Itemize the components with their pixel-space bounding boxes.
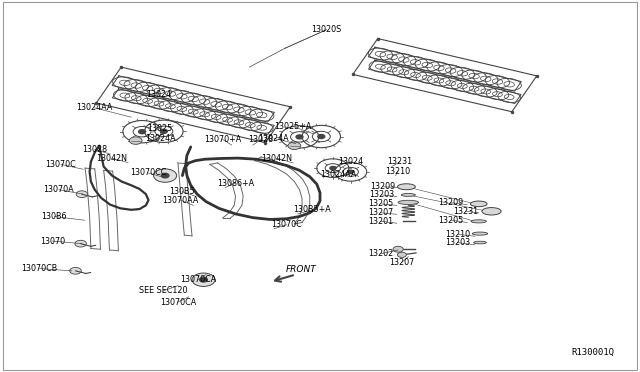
Ellipse shape [474, 241, 486, 244]
Circle shape [318, 135, 324, 138]
Circle shape [393, 246, 403, 252]
Text: 130B5: 130B5 [170, 187, 195, 196]
Circle shape [330, 166, 336, 170]
Text: 13042N: 13042N [97, 154, 127, 163]
Text: 13070CC: 13070CC [131, 169, 166, 177]
Text: 13203: 13203 [369, 190, 394, 199]
Text: 13201: 13201 [368, 217, 394, 226]
Circle shape [154, 169, 177, 182]
Text: 13231: 13231 [453, 207, 479, 216]
Text: 13028: 13028 [82, 145, 108, 154]
Text: 13028: 13028 [248, 135, 274, 144]
Text: 13207: 13207 [368, 208, 394, 217]
Ellipse shape [398, 200, 419, 205]
Circle shape [348, 170, 354, 173]
Text: 13024: 13024 [146, 90, 172, 99]
Circle shape [75, 240, 86, 247]
Ellipse shape [482, 208, 501, 215]
Text: 13205: 13205 [368, 199, 394, 208]
Ellipse shape [470, 201, 487, 207]
Text: 13070AA: 13070AA [163, 196, 198, 205]
Text: 13024AA: 13024AA [77, 103, 113, 112]
Text: 13070CA: 13070CA [160, 298, 196, 307]
Circle shape [397, 252, 406, 257]
Text: 13086+A: 13086+A [217, 179, 254, 187]
Circle shape [139, 130, 145, 134]
Text: 13070C: 13070C [45, 160, 76, 169]
Text: 13070: 13070 [40, 237, 65, 246]
Circle shape [129, 137, 142, 144]
Text: SEE SEC120: SEE SEC120 [139, 286, 188, 295]
Text: 13209: 13209 [370, 182, 396, 191]
Text: 13042N: 13042N [261, 154, 292, 163]
Text: 13210: 13210 [445, 230, 470, 239]
Text: 13205: 13205 [438, 216, 464, 225]
Text: 13025+A: 13025+A [275, 122, 312, 131]
Text: 13024A: 13024A [145, 134, 175, 143]
Text: 13202: 13202 [368, 249, 394, 258]
Circle shape [161, 129, 167, 133]
Circle shape [200, 278, 207, 282]
Circle shape [296, 135, 303, 139]
Circle shape [288, 142, 301, 150]
Circle shape [70, 267, 81, 274]
Text: 13024AA: 13024AA [320, 170, 356, 179]
Circle shape [161, 173, 169, 178]
Ellipse shape [401, 193, 415, 196]
Text: 13020S: 13020S [311, 25, 342, 34]
Text: 13070CA: 13070CA [180, 275, 216, 284]
Text: 13207: 13207 [389, 258, 415, 267]
Text: 13024A: 13024A [259, 134, 289, 143]
Text: 13210: 13210 [385, 167, 411, 176]
Text: 13070+A: 13070+A [204, 135, 241, 144]
Text: 13025: 13025 [147, 124, 173, 133]
Circle shape [192, 273, 215, 286]
Text: 13024: 13024 [338, 157, 364, 166]
Text: FRONT: FRONT [285, 265, 316, 274]
Text: 130B6: 130B6 [42, 212, 67, 221]
Text: 13070C: 13070C [271, 220, 302, 229]
Text: 130B5+A: 130B5+A [294, 205, 331, 214]
Text: 13231: 13231 [387, 157, 413, 166]
Text: 13070A: 13070A [44, 185, 74, 194]
Ellipse shape [472, 232, 488, 235]
Text: 13203: 13203 [445, 238, 470, 247]
Ellipse shape [397, 184, 415, 190]
Text: 13209: 13209 [438, 198, 464, 207]
Text: 13070CB: 13070CB [22, 264, 58, 273]
Ellipse shape [471, 220, 486, 223]
Circle shape [76, 191, 88, 198]
Text: R130001Q: R130001Q [572, 348, 614, 357]
